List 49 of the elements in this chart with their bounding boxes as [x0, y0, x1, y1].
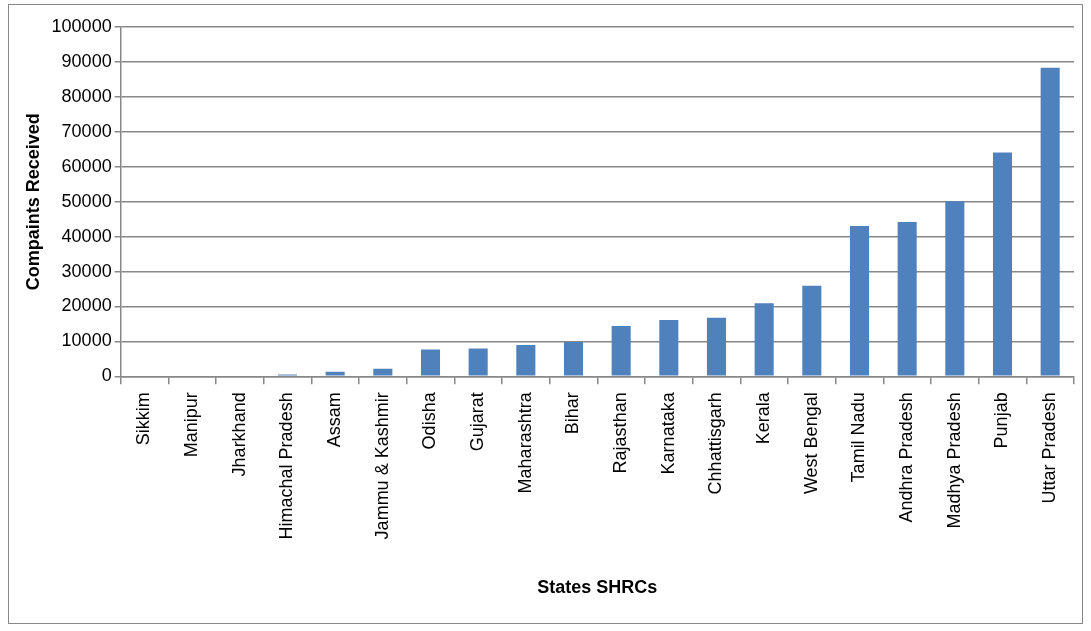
- y-tick-label: 70000: [61, 120, 112, 141]
- bar: [611, 326, 631, 376]
- y-tick-label: 10000: [61, 330, 112, 351]
- x-tick-label: Assam: [324, 392, 345, 448]
- bar: [945, 201, 965, 376]
- bar: [1040, 67, 1060, 376]
- bar: [706, 317, 727, 376]
- x-tick-label: Tamil Nadu: [848, 392, 869, 483]
- x-tick-label: Himachal Pradesh: [276, 392, 297, 540]
- bar: [802, 285, 822, 376]
- x-tick-label: Kerala: [753, 391, 774, 445]
- y-tick-label: 0: [101, 365, 112, 386]
- bar: [897, 221, 917, 376]
- x-tick-label: Chhattisgarh: [705, 392, 726, 495]
- bar: [420, 349, 441, 376]
- x-tick-label: Sikkim: [133, 392, 154, 446]
- x-tick-label: Madhya Pradesh: [943, 392, 964, 529]
- x-tick-label: Gujarat: [467, 392, 488, 452]
- x-tick-label: Odisha: [419, 391, 440, 450]
- x-tick-label: Punjab: [991, 392, 1012, 449]
- bar: [659, 320, 679, 376]
- y-axis-title: Compaints Received: [22, 113, 43, 291]
- y-tick-label: 20000: [61, 295, 112, 316]
- x-tick-label: Maharashtra: [514, 391, 535, 494]
- x-tick-label: Bihar: [562, 392, 583, 435]
- y-tick-label: 40000: [61, 225, 112, 246]
- y-tick-label: 80000: [61, 85, 112, 106]
- bar: [754, 303, 774, 376]
- y-tick-label: 50000: [61, 190, 112, 211]
- x-tick-label: Uttar Pradesh: [1039, 392, 1060, 504]
- bar: [516, 344, 536, 376]
- x-tick-label: Rajasthan: [610, 392, 631, 474]
- x-tick-label: Jammu & Kashmir: [371, 392, 392, 540]
- y-tick-label: 100000: [51, 15, 112, 36]
- x-tick-label: Andhra Pradesh: [896, 392, 917, 523]
- x-axis-title: States SHRCs: [537, 577, 658, 598]
- y-tick-label: 60000: [61, 155, 112, 176]
- x-tick-label: West Bengal: [800, 392, 821, 495]
- bar: [849, 226, 870, 376]
- bar: [373, 368, 393, 376]
- bar: [992, 152, 1013, 376]
- x-tick-label: Karnataka: [657, 391, 678, 475]
- y-tick-label: 30000: [61, 260, 112, 281]
- x-tick-label: Jharkhand: [228, 392, 249, 477]
- y-tick-label: 90000: [61, 50, 112, 71]
- bar: [563, 342, 584, 376]
- bar: [325, 371, 345, 376]
- bar: [468, 348, 488, 376]
- x-tick-label: Manipur: [181, 392, 202, 458]
